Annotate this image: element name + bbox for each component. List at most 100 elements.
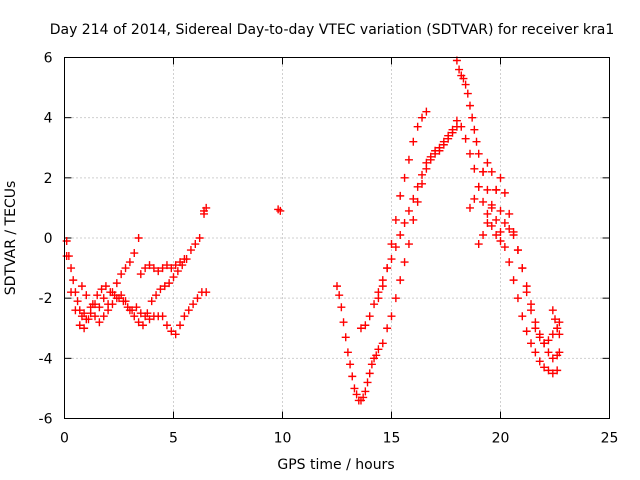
- data-point: [339, 318, 348, 327]
- y-tick-label: 6: [44, 51, 53, 67]
- data-points: [62, 56, 564, 405]
- x-axis-label: GPS time / hours: [277, 457, 394, 473]
- data-point: [145, 315, 154, 324]
- data-point: [343, 348, 352, 357]
- data-point: [531, 318, 540, 327]
- data-point: [509, 227, 518, 236]
- series-arc-5: [136, 255, 189, 279]
- data-point: [522, 282, 531, 291]
- data-point: [513, 246, 522, 255]
- data-point: [162, 321, 171, 330]
- data-point: [527, 300, 536, 309]
- data-point: [112, 294, 121, 303]
- data-point: [138, 321, 147, 330]
- y-tick-label: 2: [44, 171, 53, 187]
- data-point: [97, 285, 106, 294]
- data-point: [400, 173, 409, 182]
- data-point: [496, 237, 505, 246]
- y-tick-label: 0: [44, 231, 53, 247]
- data-point: [156, 285, 165, 294]
- data-point: [165, 279, 174, 288]
- data-point: [496, 227, 505, 236]
- data-point: [505, 209, 514, 218]
- data-point: [193, 294, 202, 303]
- data-point: [496, 173, 505, 182]
- data-point: [409, 194, 418, 203]
- series-arc-4: [136, 288, 211, 339]
- data-point: [167, 264, 176, 273]
- data-point: [492, 230, 501, 239]
- data-point: [365, 312, 374, 321]
- data-point: [378, 282, 387, 291]
- data-point: [404, 240, 413, 249]
- data-point: [439, 137, 448, 146]
- series-arc-12: [548, 306, 564, 339]
- y-tick-label: -2: [39, 291, 53, 307]
- data-point: [337, 303, 346, 312]
- data-point: [276, 206, 285, 215]
- data-point: [463, 89, 472, 98]
- series-arc-7: [356, 116, 505, 333]
- data-point: [413, 197, 422, 206]
- data-point: [544, 366, 553, 375]
- data-point: [540, 339, 549, 348]
- data-point: [531, 348, 540, 357]
- data-point: [492, 215, 501, 224]
- data-point: [147, 297, 156, 306]
- series-arc-3: [77, 234, 204, 330]
- data-point: [372, 351, 381, 360]
- data-point: [457, 122, 466, 131]
- data-point: [160, 282, 169, 291]
- data-point: [125, 258, 134, 267]
- data-point: [496, 206, 505, 215]
- data-point: [553, 324, 562, 333]
- data-point: [125, 306, 134, 315]
- data-point: [487, 221, 496, 230]
- data-point: [186, 246, 195, 255]
- data-point: [80, 324, 89, 333]
- data-point: [106, 288, 115, 297]
- data-point: [136, 270, 145, 279]
- data-point: [553, 366, 562, 375]
- data-point: [101, 282, 110, 291]
- data-point: [158, 264, 167, 273]
- data-point: [184, 306, 193, 315]
- data-point: [191, 240, 200, 249]
- data-point: [200, 209, 209, 218]
- data-point: [479, 197, 488, 206]
- data-point: [470, 194, 479, 203]
- data-point: [391, 243, 400, 252]
- data-point: [500, 243, 509, 252]
- data-point: [461, 80, 470, 89]
- data-point: [352, 390, 361, 399]
- data-point: [535, 330, 544, 339]
- x-tick-label: 15: [383, 431, 401, 447]
- data-point: [91, 312, 100, 321]
- data-point: [173, 267, 182, 276]
- data-point: [535, 357, 544, 366]
- data-point: [527, 339, 536, 348]
- data-point: [505, 224, 514, 233]
- data-point: [149, 264, 158, 273]
- series-isolated: [200, 203, 285, 218]
- data-point: [544, 336, 553, 345]
- data-point: [483, 218, 492, 227]
- y-tick-label: -6: [39, 412, 53, 428]
- data-point: [418, 179, 427, 188]
- data-point: [112, 279, 121, 288]
- data-point: [522, 327, 531, 336]
- data-point: [500, 188, 509, 197]
- data-point: [452, 116, 461, 125]
- data-point: [95, 318, 104, 327]
- data-point: [555, 348, 564, 357]
- data-point: [136, 309, 145, 318]
- data-point: [418, 170, 427, 179]
- data-point: [396, 230, 405, 239]
- x-tick-label: 10: [274, 431, 292, 447]
- series-arc-11: [474, 173, 564, 363]
- data-point: [77, 282, 86, 291]
- data-point: [67, 264, 76, 273]
- data-point: [474, 240, 483, 249]
- data-point: [474, 149, 483, 158]
